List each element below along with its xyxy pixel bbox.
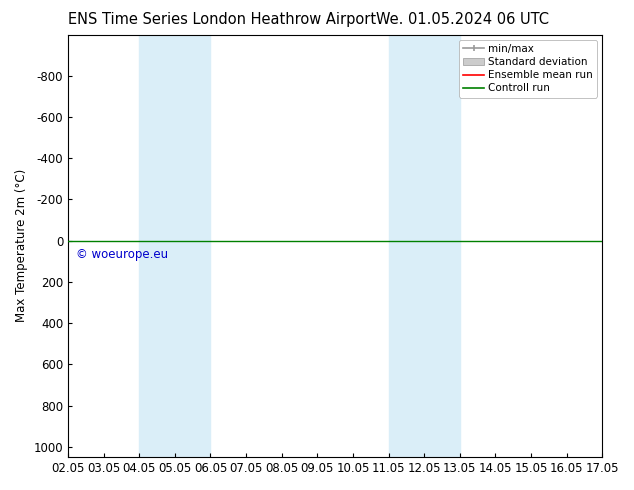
Y-axis label: Max Temperature 2m (°C): Max Temperature 2m (°C) [15,169,28,322]
Text: © woeurope.eu: © woeurope.eu [76,248,168,261]
Bar [139,35,210,457]
Text: ENS Time Series London Heathrow Airport: ENS Time Series London Heathrow Airport [68,12,376,27]
Text: We. 01.05.2024 06 UTC: We. 01.05.2024 06 UTC [377,12,549,27]
Bar [389,35,460,457]
Legend: min/max, Standard deviation, Ensemble mean run, Controll run: min/max, Standard deviation, Ensemble me… [459,40,597,98]
